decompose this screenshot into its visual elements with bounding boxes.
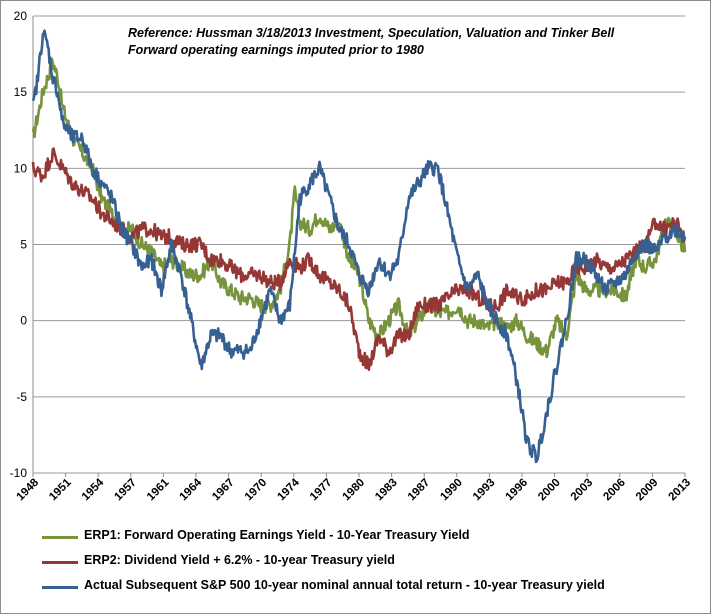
x-tick-label: 1974 — [275, 476, 302, 503]
x-tick-label: 1951 — [47, 476, 74, 503]
grid — [33, 15, 685, 474]
x-tick-label: 1987 — [406, 477, 433, 504]
x-tick-label: 1996 — [504, 477, 531, 504]
axes — [32, 16, 686, 477]
x-tick-label: 1990 — [438, 477, 465, 504]
x-tick-label: 2013 — [667, 477, 694, 504]
x-tick-label: 1957 — [112, 477, 139, 504]
x-tick-label: 2009 — [634, 477, 661, 504]
series-layer — [31, 29, 687, 464]
y-tick-label: 15 — [14, 85, 28, 99]
imputation-note: Forward operating earnings imputed prior… — [128, 43, 424, 57]
y-tick-label: -5 — [16, 390, 27, 404]
x-tick-label: 1964 — [178, 476, 205, 503]
legend-label-erp2: ERP2: Dividend Yield + 6.2% - 10-year Tr… — [84, 553, 395, 567]
y-tick-label: 10 — [14, 161, 28, 175]
legend-swatch-erp2 — [42, 561, 78, 564]
series-line-3 — [31, 29, 687, 464]
y-tick-label: 20 — [14, 9, 28, 23]
x-tick-label: 1977 — [308, 477, 335, 504]
x-tick-label: 1983 — [373, 477, 400, 504]
series-line-1 — [31, 57, 687, 359]
y-tick-label: 0 — [20, 314, 27, 328]
x-tick-label: 1980 — [341, 477, 368, 504]
legend-swatch-erp1 — [42, 536, 78, 539]
y-tick-label: 5 — [20, 238, 27, 252]
x-tick-label: 2000 — [536, 477, 563, 504]
legend-label-actual: Actual Subsequent S&P 500 10-year nomina… — [84, 578, 605, 592]
x-tick-label: 1993 — [471, 477, 498, 504]
legend-label-erp1: ERP1: Forward Operating Earnings Yield -… — [84, 528, 470, 542]
x-tick-label: 1954 — [80, 476, 107, 503]
y-tick-label: -10 — [10, 466, 28, 480]
x-tick-label: 2003 — [569, 477, 596, 504]
reference-note: Reference: Hussman 3/18/2013 Investment,… — [128, 26, 615, 40]
x-tick-label: 1967 — [210, 477, 237, 504]
x-tick-label: 1961 — [145, 476, 172, 503]
x-tick-label: 1970 — [243, 477, 270, 504]
chart-plot: -10 -5 0 5 10 15 20 1948 1951 1954 1957 1961 1964 196… — [10, 9, 694, 504]
legend-swatch-actual — [42, 586, 78, 589]
x-tick-label: 2006 — [601, 477, 628, 504]
x-tick-label: 1948 — [15, 476, 42, 503]
